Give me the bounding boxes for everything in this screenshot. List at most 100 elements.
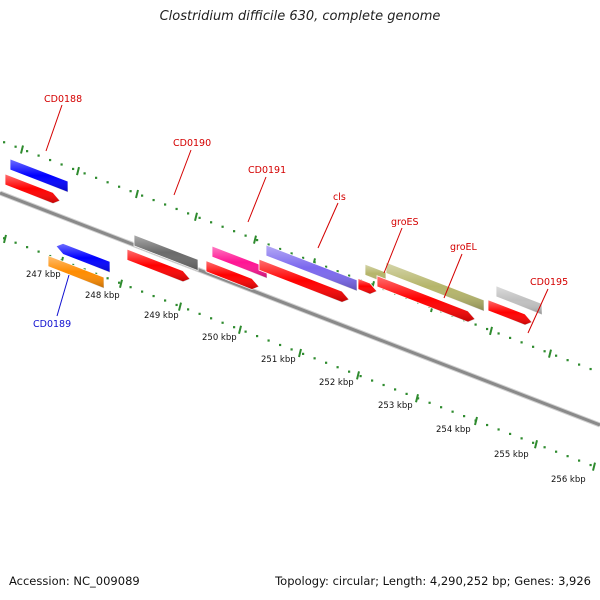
kbp-label: 256 kbp [551, 475, 586, 485]
tick-dot [49, 158, 52, 162]
kbp-label: 248 kbp [85, 291, 120, 301]
tick-dot [474, 323, 477, 326]
tick-dot [129, 286, 132, 289]
tick-dot [26, 246, 29, 249]
tick-dot [175, 207, 178, 211]
tick-dot [566, 455, 569, 458]
tick-dot [428, 401, 431, 404]
major-tick [76, 166, 80, 176]
tick-dot [233, 326, 236, 329]
major-tick [298, 348, 302, 358]
tick-dot [589, 463, 592, 467]
major-tick [238, 325, 242, 335]
tick-dot [60, 163, 63, 166]
tick-dot [371, 283, 374, 286]
tick-dot [520, 437, 523, 440]
tick-dot [118, 185, 121, 188]
tick-dot [164, 203, 167, 206]
tick-dot [152, 294, 155, 298]
kbp-label: 251 kbp [261, 355, 296, 365]
cds-groes-shade [358, 278, 377, 295]
major-tick [3, 234, 7, 244]
tick-dot [371, 379, 374, 382]
tick-dot [578, 459, 581, 462]
tick-dot [325, 265, 328, 268]
tick-dot [106, 181, 109, 184]
major-tick [548, 349, 552, 358]
cds-cls-shade [259, 259, 349, 303]
tick-dot [325, 361, 328, 364]
gene-label-cls[interactable]: cls [333, 192, 346, 203]
major-tick [474, 416, 478, 426]
tick-dot [486, 423, 489, 427]
tick-dot [348, 274, 351, 277]
tick-dot [233, 230, 236, 233]
tick-dot [279, 247, 282, 251]
tick-dot [509, 432, 512, 436]
cds-cd0188-shade [5, 173, 60, 204]
tick-dot [3, 141, 6, 144]
gene-label-cd0190[interactable]: CD0190 [173, 138, 211, 149]
tick-dot [336, 366, 339, 369]
gene-label-cd0195[interactable]: CD0195 [530, 277, 568, 288]
tick-dot [302, 352, 305, 355]
gene-cd0189-shade [56, 243, 110, 273]
major-tick [135, 189, 139, 199]
tick-dot [520, 341, 523, 344]
tick-dot [187, 308, 190, 311]
tick-dot [348, 370, 351, 373]
tick-dot [3, 237, 6, 240]
gene-cls-shade [266, 244, 357, 292]
gene-label-groes[interactable]: groES [391, 217, 419, 228]
tick-dot [497, 332, 500, 335]
kbp-label: 253 kbp [378, 401, 413, 411]
tick-dot [175, 303, 178, 307]
tick-dot [221, 321, 224, 324]
tick-dot [198, 312, 201, 315]
cds-cd0195-shade [488, 299, 532, 325]
tick-dot [417, 397, 420, 400]
tick-dot [555, 354, 558, 357]
gene-cd0190-shade [134, 234, 198, 271]
tick-dot [497, 428, 500, 431]
tick-dot [152, 198, 155, 202]
tick-dot [129, 190, 132, 193]
tick-dot [382, 383, 385, 387]
tick-dot [532, 345, 535, 348]
major-tick [119, 279, 123, 289]
tick-dot [72, 167, 75, 171]
tick-dot [532, 441, 535, 444]
inner-tick-track [3, 234, 596, 471]
tick-dot [302, 256, 305, 259]
tick-dot [394, 388, 397, 391]
tick-dot [336, 270, 339, 273]
kbp-label: 252 kbp [319, 378, 354, 388]
major-tick [253, 235, 257, 244]
tick-dot [256, 238, 259, 242]
major-tick [194, 212, 198, 222]
genome-summary-text: Topology: circular; Length: 4,290,252 bp… [275, 574, 591, 588]
tick-dot [267, 243, 270, 246]
gene-label-cd0189[interactable]: CD0189 [33, 319, 71, 330]
major-tick [20, 145, 24, 154]
tick-dot [555, 450, 558, 453]
tick-dot [106, 277, 109, 280]
gene-label-cd0188[interactable]: CD0188 [44, 94, 82, 105]
kbp-label: 250 kbp [202, 333, 237, 343]
major-tick [592, 462, 596, 471]
tick-dot [290, 348, 293, 351]
major-tick [415, 393, 419, 403]
kbp-label: 255 kbp [494, 450, 529, 460]
tick-dot [463, 415, 466, 418]
major-tick [489, 326, 493, 336]
tick-dot [405, 392, 408, 395]
gene-label-groel[interactable]: groEL [450, 242, 478, 253]
accession-text: Accession: NC_009089 [9, 574, 140, 588]
gene-label-cd0191[interactable]: CD0191 [248, 165, 286, 176]
gene-cd0195-shade [496, 285, 542, 315]
gene-groel-shade [386, 262, 484, 312]
tick-dot [543, 350, 546, 353]
tick-dot [486, 327, 489, 331]
gene-cd0188-shade [10, 158, 68, 193]
